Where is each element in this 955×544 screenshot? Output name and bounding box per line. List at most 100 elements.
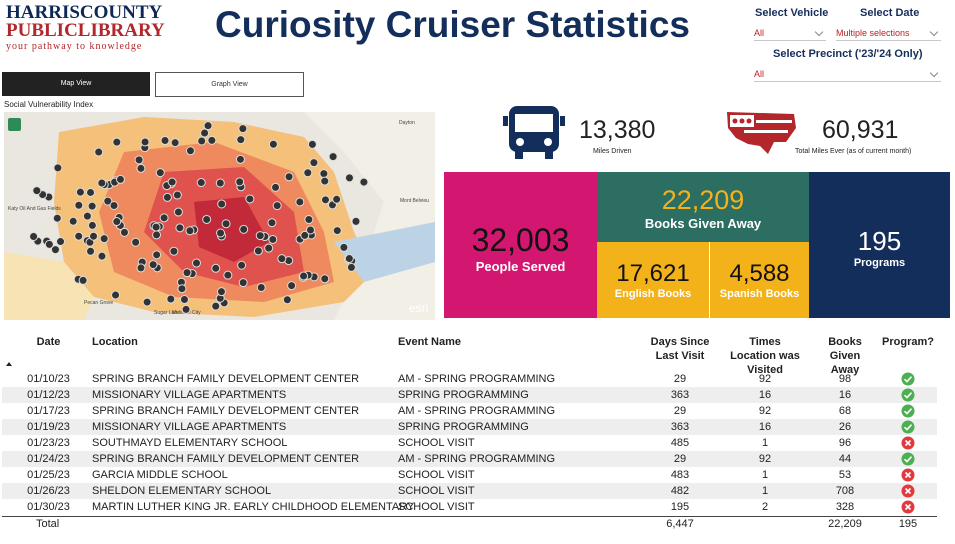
- logo-line: HARRISCOUNTY: [6, 2, 163, 23]
- table-cell: 708: [835, 485, 855, 497]
- map-pin: [181, 304, 191, 314]
- place-label: Dayton: [399, 120, 415, 126]
- table-cell: SHELDON ELEMENTARY SCHOOL: [92, 485, 272, 497]
- table-cell: 363: [670, 389, 690, 401]
- map-pin: [344, 254, 354, 264]
- map-pin: [237, 260, 247, 270]
- column-header: Program?: [882, 336, 934, 348]
- map-pin: [112, 217, 122, 227]
- map-pin: [140, 137, 150, 147]
- map-pin: [211, 263, 221, 273]
- total-rule: [2, 516, 937, 517]
- place-label: esri: [409, 301, 428, 315]
- date-dropdown[interactable]: Multiple selections: [836, 26, 941, 41]
- map-pin: [179, 295, 189, 305]
- kpi-value: 22,209: [661, 185, 745, 215]
- icon-circle: [901, 452, 915, 466]
- map-pin: [215, 178, 225, 188]
- table-cell: 01/12/23: [27, 389, 70, 401]
- icon-glyph: [903, 456, 913, 463]
- map-pin: [320, 195, 330, 205]
- map-pin: [307, 139, 317, 149]
- precinct-dropdown[interactable]: All: [754, 67, 941, 82]
- map-pin: [203, 121, 213, 131]
- table-cell: AM - SPRING PROGRAMMING: [398, 405, 556, 417]
- graph-view-button[interactable]: Graph View: [155, 72, 304, 97]
- icon-glyph: [904, 471, 912, 479]
- map-view-button[interactable]: Map View: [2, 72, 150, 96]
- map-pin: [44, 239, 54, 249]
- map-pin: [172, 190, 182, 200]
- map-pin: [152, 230, 162, 240]
- map-pin: [351, 216, 361, 226]
- map-pin: [185, 146, 195, 156]
- map-pin: [29, 232, 39, 242]
- x-icon: [901, 468, 915, 482]
- map-pin: [272, 201, 282, 211]
- column-header: Books Given Away: [828, 336, 862, 376]
- map-pin: [175, 223, 185, 233]
- table-cell: 2: [761, 501, 769, 513]
- map-pin: [339, 242, 349, 252]
- table-cell: 16: [758, 421, 772, 433]
- map-pin: [223, 270, 233, 280]
- map-pin: [152, 250, 162, 260]
- table-cell: 53: [838, 469, 852, 481]
- map-pin: [148, 260, 158, 270]
- map-pin: [295, 197, 305, 207]
- map-pin: [115, 174, 125, 184]
- map-pin: [320, 274, 330, 284]
- table-cell: 01/10/23: [27, 373, 70, 385]
- icon-circle: [901, 420, 915, 434]
- x-icon: [901, 484, 915, 498]
- vehicle-dropdown[interactable]: All: [754, 26, 826, 41]
- column-header: Days Since Last Visit: [650, 336, 710, 362]
- map-layer-button[interactable]: [8, 118, 21, 131]
- map-pin: [94, 147, 104, 157]
- map-pin: [97, 251, 107, 261]
- map-pin: [119, 227, 129, 237]
- table-cell: MISSIONARY VILLAGE APARTMENTS: [92, 389, 287, 401]
- table-cell: 01/30/23: [27, 501, 70, 513]
- kpi-label: Programs: [853, 257, 906, 269]
- total-label: Total: [36, 518, 60, 530]
- table-cell: SPRING BRANCH FAMILY DEVELOPMENT CENTER: [92, 405, 360, 417]
- map-pin: [284, 172, 294, 182]
- x-icon: [901, 436, 915, 450]
- table-cell: 01/25/23: [27, 469, 70, 481]
- map-pin: [74, 200, 84, 210]
- map-title: Social Vulnerability Index: [4, 100, 94, 109]
- map-pin: [78, 275, 88, 285]
- filter-label: Select Precinct ('23/'24 Only): [773, 48, 923, 60]
- row-stripe: [2, 483, 937, 499]
- map-pin: [159, 213, 169, 223]
- map-pin: [287, 281, 297, 291]
- english-tile: 17,621 English Books: [597, 242, 710, 318]
- table-cell: MARTIN LUTHER KING JR. EARLY CHILDHOOD E…: [92, 501, 415, 513]
- map-pin: [182, 268, 192, 278]
- table-cell: 96: [838, 437, 852, 449]
- total-cell: 195: [898, 518, 918, 530]
- kpi-label: Spanish Books: [719, 288, 800, 300]
- map-pin: [68, 216, 78, 226]
- x-icon: [901, 500, 915, 514]
- table: Date Location Event Name Days Since Last Vi…: [0, 330, 955, 544]
- map-pin: [142, 297, 152, 307]
- map-pin: [253, 246, 263, 256]
- sort-indicator: [6, 362, 12, 366]
- map-pin: [267, 218, 277, 228]
- map-pin: [89, 231, 99, 241]
- icon-glyph: [904, 439, 912, 447]
- table-cell: 195: [670, 501, 690, 513]
- kpi-label: Total Miles Ever (as of current month): [795, 148, 912, 155]
- table-cell: SOUTHMAYD ELEMENTARY SCHOOL: [92, 437, 288, 449]
- map-pin: [50, 245, 60, 255]
- table-cell: 1: [761, 469, 769, 481]
- table-cell: 01/17/23: [27, 405, 70, 417]
- table-cell: 363: [670, 421, 690, 433]
- table-cell: 01/26/23: [27, 485, 70, 497]
- table-cell: 29: [673, 405, 687, 417]
- map-pin: [112, 137, 122, 147]
- map-pin: [346, 262, 356, 272]
- map-pin: [216, 228, 226, 238]
